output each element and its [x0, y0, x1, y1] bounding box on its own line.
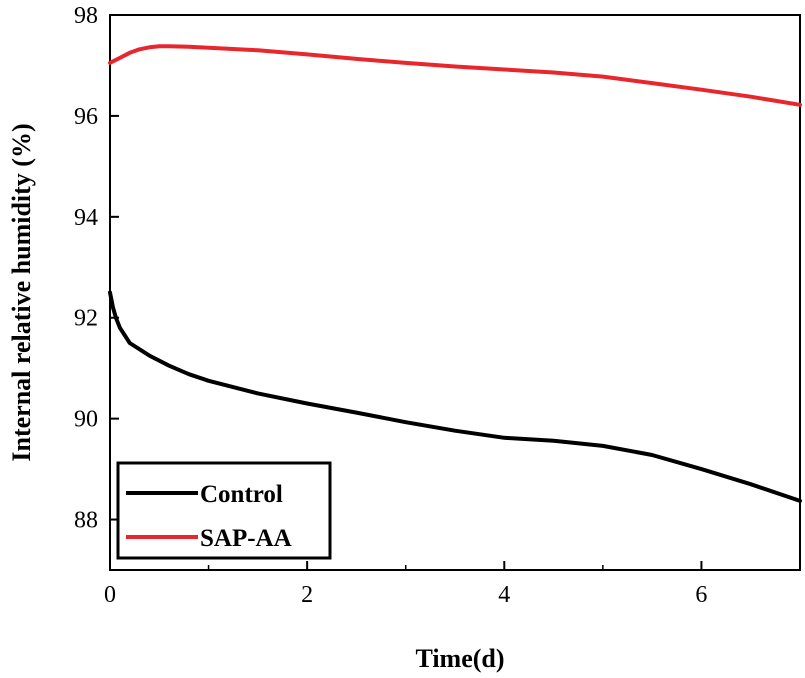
- x-tick-label: 6: [695, 582, 707, 608]
- x-tick-label: 0: [104, 582, 116, 608]
- x-axis-title: Time(d): [415, 644, 504, 673]
- x-tick-label: 2: [301, 582, 313, 608]
- y-tick-label: 98: [74, 3, 98, 29]
- y-tick-label: 90: [74, 407, 98, 433]
- series-line-sap-aa: [108, 44, 802, 107]
- axes: 88 90 92 94 96 98 0 2 4 6 Time(d) Internal relative…: [7, 3, 801, 673]
- y-tick-label: 96: [74, 104, 98, 130]
- legend-box: [116, 461, 332, 560]
- legend-label: Control: [200, 481, 283, 508]
- legend-label: SAP-AA: [200, 525, 292, 552]
- x-tick-label: 4: [498, 582, 510, 608]
- series-line-control: [108, 290, 802, 503]
- legend: Control SAP-AA: [116, 461, 332, 560]
- y-axis-title: Internal relative humidity (%): [7, 123, 36, 461]
- series-lines: [108, 44, 802, 503]
- y-tick-label: 92: [74, 306, 98, 332]
- y-tick-label: 88: [74, 508, 98, 534]
- y-tick-label: 94: [74, 205, 98, 231]
